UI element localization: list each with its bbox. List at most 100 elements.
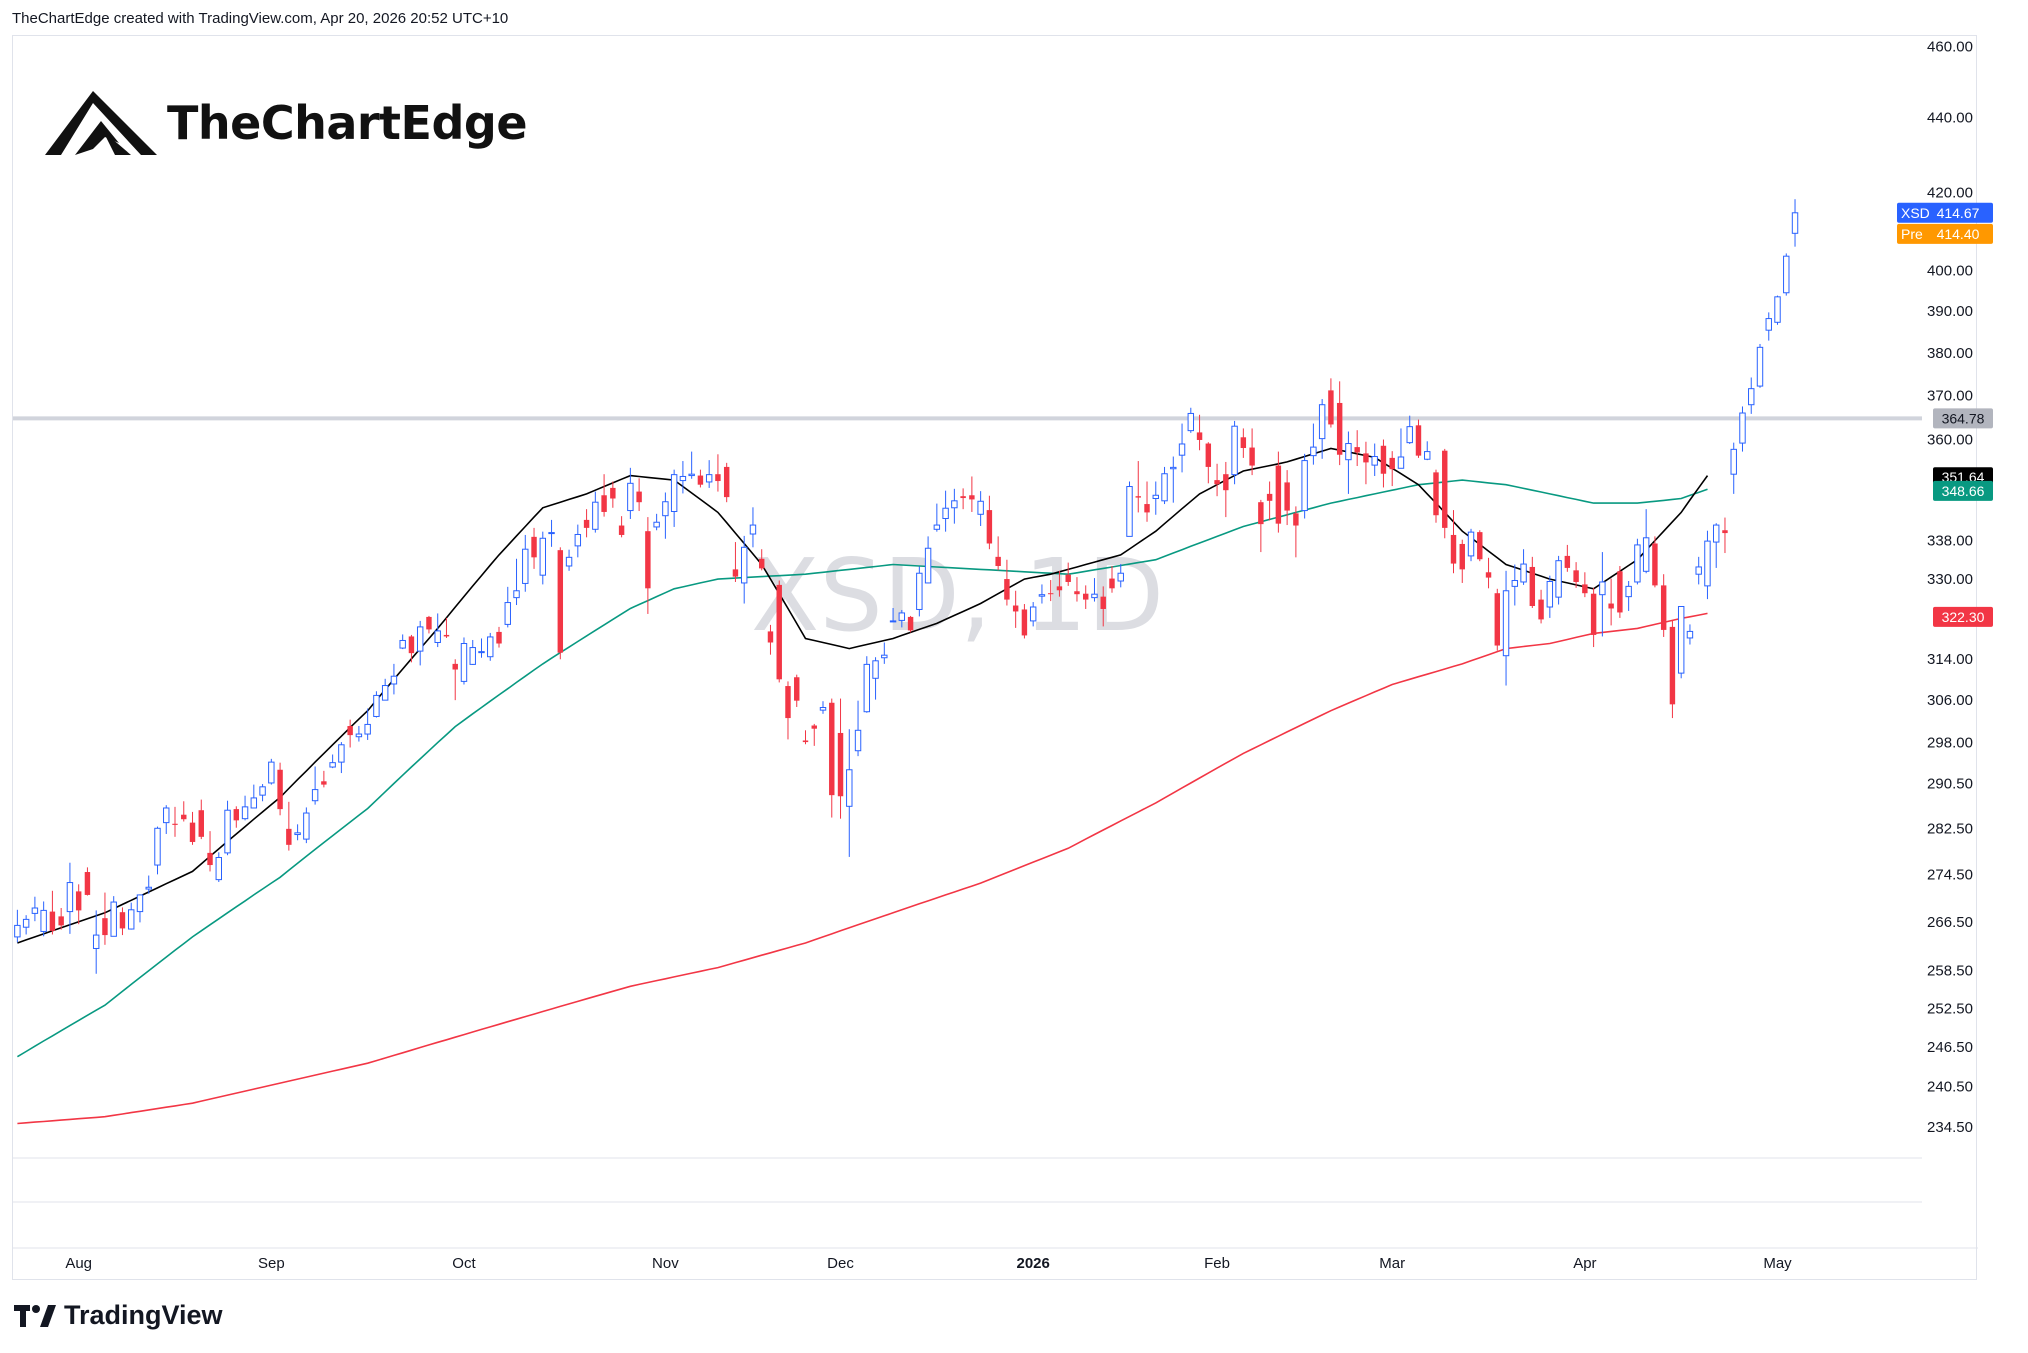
- candle: [627, 467, 634, 519]
- candle: [636, 478, 642, 512]
- candle: [207, 831, 213, 872]
- candle-body: [846, 769, 853, 807]
- candle-body: [645, 531, 651, 589]
- candle: [969, 476, 975, 512]
- candle-body: [1258, 502, 1264, 525]
- price-tag-value: 348.66: [1942, 483, 1985, 499]
- candle-body: [1275, 465, 1282, 524]
- sma200-line: [17, 612, 1708, 1125]
- candle-body: [1336, 402, 1343, 455]
- candle: [110, 896, 117, 937]
- candle-body: [1433, 472, 1439, 516]
- price-tag-value: 414.40: [1937, 226, 1980, 242]
- candle-body: [268, 761, 275, 784]
- candle-body: [1582, 584, 1588, 594]
- candle-body: [662, 501, 669, 517]
- candle-body: [610, 487, 616, 499]
- candle: [443, 617, 450, 638]
- candle: [794, 674, 800, 707]
- candle-body: [889, 620, 897, 623]
- candle-body: [723, 466, 730, 498]
- candle-body: [1511, 580, 1519, 587]
- candle-body: [321, 781, 327, 785]
- candle: [92, 910, 100, 974]
- candle: [1240, 428, 1247, 458]
- y-tick-label: 420.00: [1927, 184, 1973, 201]
- candle-body: [933, 524, 941, 530]
- candle-body: [1240, 437, 1247, 449]
- candle-body: [715, 474, 721, 482]
- candle-body: [1109, 578, 1115, 589]
- candle-body: [1722, 530, 1728, 534]
- candle: [1161, 466, 1168, 505]
- price-tag-xsd: XSD 414.67: [1897, 202, 1993, 223]
- candle-body: [311, 789, 319, 802]
- candle-body: [854, 729, 862, 752]
- candle-body: [364, 723, 371, 735]
- candle-body: [1310, 446, 1317, 457]
- candle: [1467, 528, 1475, 562]
- candle: [1318, 399, 1326, 459]
- y-tick-label: 266.50: [1927, 914, 1973, 931]
- candle: [294, 824, 301, 841]
- candle: [592, 491, 599, 533]
- brand-logo: TheChartEdge: [45, 88, 528, 158]
- candle-body: [1642, 537, 1650, 572]
- candle-body: [207, 852, 213, 866]
- candle-body: [1126, 486, 1133, 537]
- x-tick-label: Sep: [258, 1255, 285, 1272]
- tradingview-logo[interactable]: TradingView: [14, 1300, 223, 1331]
- candle-body: [181, 814, 187, 820]
- candle-body: [837, 732, 844, 797]
- candle-body: [1223, 474, 1229, 491]
- candle: [531, 527, 537, 569]
- candle: [951, 488, 958, 524]
- candle: [1275, 451, 1282, 533]
- candle: [1284, 470, 1290, 526]
- candle-body: [1056, 586, 1063, 591]
- candle: [1406, 415, 1413, 444]
- candle-body: [1625, 585, 1632, 598]
- candle: [977, 491, 984, 527]
- candle-body: [601, 495, 607, 512]
- candle: [1669, 620, 1676, 719]
- candle-body: [373, 694, 380, 717]
- y-tick-label: 282.50: [1927, 820, 1973, 837]
- candle-body: [469, 647, 476, 665]
- candle: [1748, 377, 1755, 414]
- candle-body: [653, 521, 660, 528]
- candle: [1029, 602, 1037, 627]
- candle-body: [776, 584, 782, 680]
- price-tag-box: [1933, 480, 1993, 501]
- candle-body: [1397, 456, 1405, 469]
- candle-body: [189, 822, 196, 842]
- candle: [154, 826, 161, 875]
- candle-body: [811, 725, 817, 729]
- candle: [1730, 442, 1737, 494]
- candle-body: [1415, 425, 1422, 456]
- candle: [1477, 530, 1483, 562]
- candle: [1178, 423, 1186, 473]
- candle-body: [872, 660, 879, 679]
- candle-body: [1345, 443, 1352, 461]
- candle: [1783, 253, 1790, 296]
- candle-body: [136, 894, 144, 913]
- candle-body: [84, 872, 91, 895]
- candle: [1397, 428, 1405, 469]
- candle: [1021, 604, 1028, 639]
- candle: [1214, 463, 1220, 497]
- x-tick-label: Mar: [1379, 1255, 1405, 1272]
- candle-body: [504, 602, 511, 625]
- candle: [311, 766, 319, 805]
- candle: [1791, 199, 1799, 247]
- candle: [1520, 549, 1527, 585]
- candle: [1582, 572, 1588, 598]
- candle: [1555, 555, 1562, 605]
- candle-body: [1117, 572, 1124, 582]
- candle: [1091, 578, 1098, 602]
- candle-body: [688, 473, 695, 477]
- candle-body: [145, 886, 152, 890]
- candle-body: [740, 546, 748, 584]
- chart-frame: [12, 35, 1977, 1280]
